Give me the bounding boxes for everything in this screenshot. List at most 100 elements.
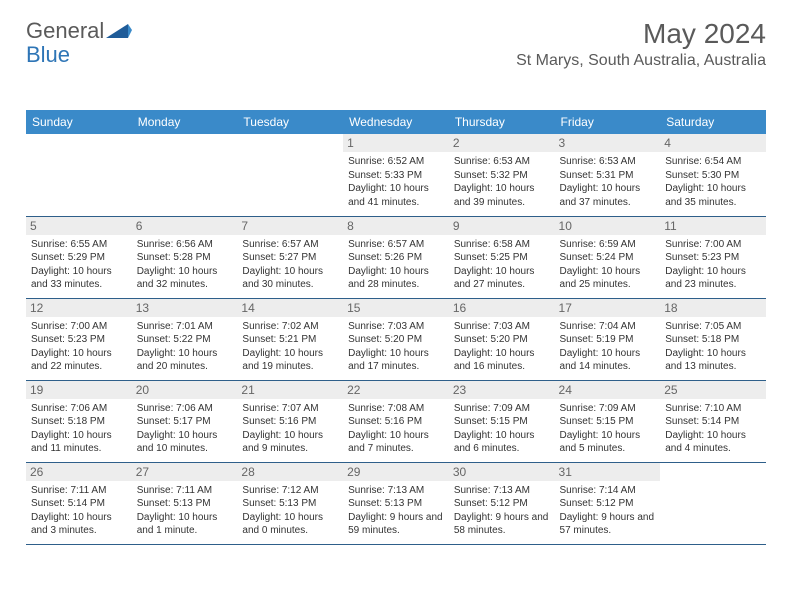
calendar-day-cell: 14 Sunrise: 7:02 AMSunset: 5:21 PMDayligh… [237,298,343,380]
day-number: 2 [449,134,555,152]
weekday-header: Friday [555,110,661,134]
logo: General [26,18,134,44]
day-number: 27 [132,463,238,481]
day-details: Sunrise: 6:53 AMSunset: 5:32 PMDaylight:… [454,155,550,209]
title-block: May 2024 St Marys, South Australia, Aust… [516,18,766,70]
day-number: 9 [449,217,555,235]
day-details: Sunrise: 7:12 AMSunset: 5:13 PMDaylight:… [242,484,338,538]
calendar-day-cell: 10 Sunrise: 6:59 AMSunset: 5:24 PMDayligh… [555,216,661,298]
calendar-day-cell [660,462,766,544]
calendar-body: 1Sunrise: 6:52 AMSunset: 5:33 PMDaylight… [26,134,766,544]
day-details: Sunrise: 6:56 AMSunset: 5:28 PMDaylight:… [137,238,233,292]
day-details: Sunrise: 7:09 AMSunset: 5:15 PMDaylight:… [560,402,656,456]
day-details: Sunrise: 7:01 AMSunset: 5:22 PMDaylight:… [137,320,233,374]
day-details: Sunrise: 7:02 AMSunset: 5:21 PMDaylight:… [242,320,338,374]
day-number: 31 [555,463,661,481]
logo-text-general: General [26,18,104,44]
day-details: Sunrise: 7:00 AMSunset: 5:23 PMDaylight:… [31,320,127,374]
calendar-header-row: SundayMondayTuesdayWednesdayThursdayFrid… [26,110,766,134]
calendar-day-cell: 5 Sunrise: 6:55 AMSunset: 5:29 PMDaylight… [26,216,132,298]
calendar-day-cell: 30Sunrise: 7:13 AMSunset: 5:12 PMDayligh… [449,462,555,544]
calendar-day-cell: 1Sunrise: 6:52 AMSunset: 5:33 PMDaylight… [343,134,449,216]
day-details: Sunrise: 7:07 AMSunset: 5:16 PMDaylight:… [242,402,338,456]
header: General May 2024 St Marys, South Austral… [26,18,766,70]
day-details: Sunrise: 7:04 AMSunset: 5:19 PMDaylight:… [560,320,656,374]
month-title: May 2024 [516,18,766,50]
calendar-day-cell: 22Sunrise: 7:08 AMSunset: 5:16 PMDayligh… [343,380,449,462]
day-number: 26 [26,463,132,481]
day-number: 5 [26,217,132,235]
calendar-day-cell: 7 Sunrise: 6:57 AMSunset: 5:27 PMDaylight… [237,216,343,298]
logo-triangle-icon [106,22,132,40]
calendar-day-cell [237,134,343,216]
day-details: Sunrise: 6:59 AMSunset: 5:24 PMDaylight:… [560,238,656,292]
calendar-day-cell: 3Sunrise: 6:53 AMSunset: 5:31 PMDaylight… [555,134,661,216]
logo-blue-row: Blue [26,42,70,68]
day-number: 13 [132,299,238,317]
day-number: 23 [449,381,555,399]
day-details: Sunrise: 6:55 AMSunset: 5:29 PMDaylight:… [31,238,127,292]
day-number: 16 [449,299,555,317]
calendar-day-cell: 9 Sunrise: 6:58 AMSunset: 5:25 PMDaylight… [449,216,555,298]
calendar-week-row: 26Sunrise: 7:11 AMSunset: 5:14 PMDayligh… [26,462,766,544]
calendar-day-cell: 31 Sunrise: 7:14 AMSunset: 5:12 PMDayligh… [555,462,661,544]
day-details: Sunrise: 6:57 AMSunset: 5:27 PMDaylight:… [242,238,338,292]
day-number: 19 [26,381,132,399]
calendar-day-cell: 17 Sunrise: 7:04 AMSunset: 5:19 PMDayligh… [555,298,661,380]
day-number: 18 [660,299,766,317]
logo-text-blue: Blue [26,42,70,67]
day-details: Sunrise: 7:05 AMSunset: 5:18 PMDaylight:… [665,320,761,374]
calendar-day-cell: 21 Sunrise: 7:07 AMSunset: 5:16 PMDayligh… [237,380,343,462]
calendar-week-row: 19Sunrise: 7:06 AMSunset: 5:18 PMDayligh… [26,380,766,462]
calendar-day-cell: 11 Sunrise: 7:00 AMSunset: 5:23 PMDayligh… [660,216,766,298]
calendar-day-cell: 2 Sunrise: 6:53 AMSunset: 5:32 PMDaylight… [449,134,555,216]
day-details: Sunrise: 7:09 AMSunset: 5:15 PMDaylight:… [454,402,550,456]
day-number: 8 [343,217,449,235]
day-details: Sunrise: 7:03 AMSunset: 5:20 PMDaylight:… [454,320,550,374]
calendar-day-cell [132,134,238,216]
day-details: Sunrise: 7:13 AMSunset: 5:13 PMDaylight:… [348,484,444,538]
day-number: 7 [237,217,343,235]
calendar-week-row: 12 Sunrise: 7:00 AMSunset: 5:23 PMDayligh… [26,298,766,380]
day-number: 11 [660,217,766,235]
day-number: 22 [343,381,449,399]
day-number: 28 [237,463,343,481]
day-number: 20 [132,381,238,399]
calendar-day-cell: 6Sunrise: 6:56 AMSunset: 5:28 PMDaylight… [132,216,238,298]
calendar-day-cell: 25Sunrise: 7:10 AMSunset: 5:14 PMDayligh… [660,380,766,462]
weekday-header: Saturday [660,110,766,134]
day-details: Sunrise: 6:58 AMSunset: 5:25 PMDaylight:… [454,238,550,292]
day-number: 24 [555,381,661,399]
calendar-day-cell: 18 Sunrise: 7:05 AMSunset: 5:18 PMDayligh… [660,298,766,380]
day-details: Sunrise: 7:14 AMSunset: 5:12 PMDaylight:… [560,484,656,538]
calendar-day-cell: 27 Sunrise: 7:11 AMSunset: 5:13 PMDayligh… [132,462,238,544]
day-details: Sunrise: 7:03 AMSunset: 5:20 PMDaylight:… [348,320,444,374]
calendar-day-cell: 19Sunrise: 7:06 AMSunset: 5:18 PMDayligh… [26,380,132,462]
day-details: Sunrise: 6:54 AMSunset: 5:30 PMDaylight:… [665,155,761,209]
calendar-day-cell: 20Sunrise: 7:06 AMSunset: 5:17 PMDayligh… [132,380,238,462]
day-number: 21 [237,381,343,399]
calendar-day-cell [26,134,132,216]
calendar-day-cell: 13 Sunrise: 7:01 AMSunset: 5:22 PMDayligh… [132,298,238,380]
calendar-day-cell: 16 Sunrise: 7:03 AMSunset: 5:20 PMDayligh… [449,298,555,380]
day-details: Sunrise: 7:11 AMSunset: 5:13 PMDaylight:… [137,484,233,538]
calendar-day-cell: 12 Sunrise: 7:00 AMSunset: 5:23 PMDayligh… [26,298,132,380]
day-number: 10 [555,217,661,235]
calendar-day-cell: 4 Sunrise: 6:54 AMSunset: 5:30 PMDaylight… [660,134,766,216]
calendar-day-cell: 24 Sunrise: 7:09 AMSunset: 5:15 PMDayligh… [555,380,661,462]
day-details: Sunrise: 7:13 AMSunset: 5:12 PMDaylight:… [454,484,550,538]
day-details: Sunrise: 7:00 AMSunset: 5:23 PMDaylight:… [665,238,761,292]
day-details: Sunrise: 7:10 AMSunset: 5:14 PMDaylight:… [665,402,761,456]
calendar-day-cell: 28 Sunrise: 7:12 AMSunset: 5:13 PMDayligh… [237,462,343,544]
day-number: 14 [237,299,343,317]
day-number: 12 [26,299,132,317]
calendar-week-row: 5 Sunrise: 6:55 AMSunset: 5:29 PMDaylight… [26,216,766,298]
calendar-day-cell: 29Sunrise: 7:13 AMSunset: 5:13 PMDayligh… [343,462,449,544]
day-number: 3 [555,134,661,152]
day-details: Sunrise: 6:52 AMSunset: 5:33 PMDaylight:… [348,155,444,209]
weekday-header: Tuesday [237,110,343,134]
day-number: 4 [660,134,766,152]
weekday-header: Monday [132,110,238,134]
day-number: 17 [555,299,661,317]
calendar-day-cell: 15Sunrise: 7:03 AMSunset: 5:20 PMDayligh… [343,298,449,380]
